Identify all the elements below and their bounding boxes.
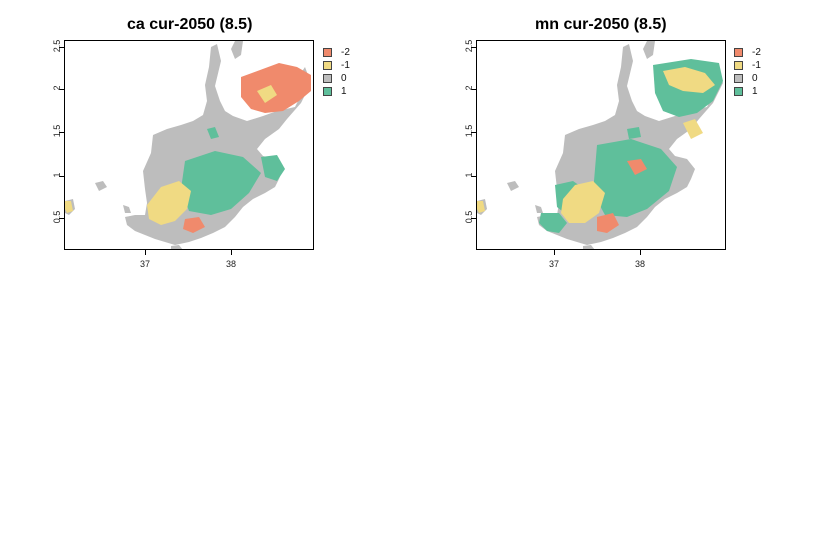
y-tick-label: 1 [464, 172, 474, 178]
legend-label: -2 [752, 47, 761, 58]
map-plot-area [476, 40, 726, 250]
y-tick-label: 1.5 [52, 124, 62, 138]
y-tick-label: 1 [52, 172, 62, 178]
x-tick-label: 37 [548, 259, 559, 269]
legend-swatch [323, 48, 332, 57]
legend-label: 0 [341, 73, 347, 84]
legend: -2 -1 0 1 [734, 46, 761, 98]
legend-label: 1 [752, 86, 758, 97]
map-plot-area [64, 40, 314, 250]
x-tick-label: 38 [225, 259, 236, 269]
x-tick-label: 38 [634, 259, 645, 269]
legend-label: 1 [341, 86, 347, 97]
legend: -2 -1 0 1 [323, 46, 350, 98]
legend-label: -1 [752, 60, 761, 71]
legend-item: 0 [734, 72, 761, 85]
legend-swatch [734, 48, 743, 57]
legend-swatch [323, 61, 332, 70]
y-tick-label: 2 [464, 85, 474, 91]
map-canvas [477, 41, 723, 249]
legend-item: -1 [323, 59, 350, 72]
legend-label: -2 [341, 47, 350, 58]
legend-item: -1 [734, 59, 761, 72]
x-tick-label: 37 [139, 259, 150, 269]
y-tick-label: 0.5 [52, 210, 62, 224]
y-tick-label: 2.5 [464, 39, 474, 53]
map-title: mn cur-2050 (8.5) [535, 16, 667, 33]
y-tick-label: 0.5 [464, 210, 474, 224]
legend-item: 1 [323, 85, 350, 98]
region-c [597, 159, 647, 233]
y-tick-label: 2.5 [52, 39, 62, 53]
legend-item: -2 [323, 46, 350, 59]
legend-swatch [734, 61, 743, 70]
legend-swatch [323, 74, 332, 83]
map-title: ca cur-2050 (8.5) [127, 16, 253, 33]
map-canvas [65, 41, 311, 249]
region-b [477, 67, 715, 223]
legend-swatch [734, 87, 743, 96]
legend-swatch [734, 74, 743, 83]
y-tick-label: 1.5 [464, 124, 474, 138]
legend-item: 1 [734, 85, 761, 98]
legend-swatch [323, 87, 332, 96]
legend-label: 0 [752, 73, 758, 84]
map-panel-mn: mn cur-2050 (8.5) [411, 0, 822, 280]
legend-item: 0 [323, 72, 350, 85]
region-b [65, 85, 277, 233]
legend-item: -2 [734, 46, 761, 59]
y-tick-label: 2 [52, 85, 62, 91]
region-a [181, 63, 311, 215]
legend-label: -1 [341, 60, 350, 71]
map-panel-ca: ca cur-2050 (8.5) [0, 0, 411, 280]
